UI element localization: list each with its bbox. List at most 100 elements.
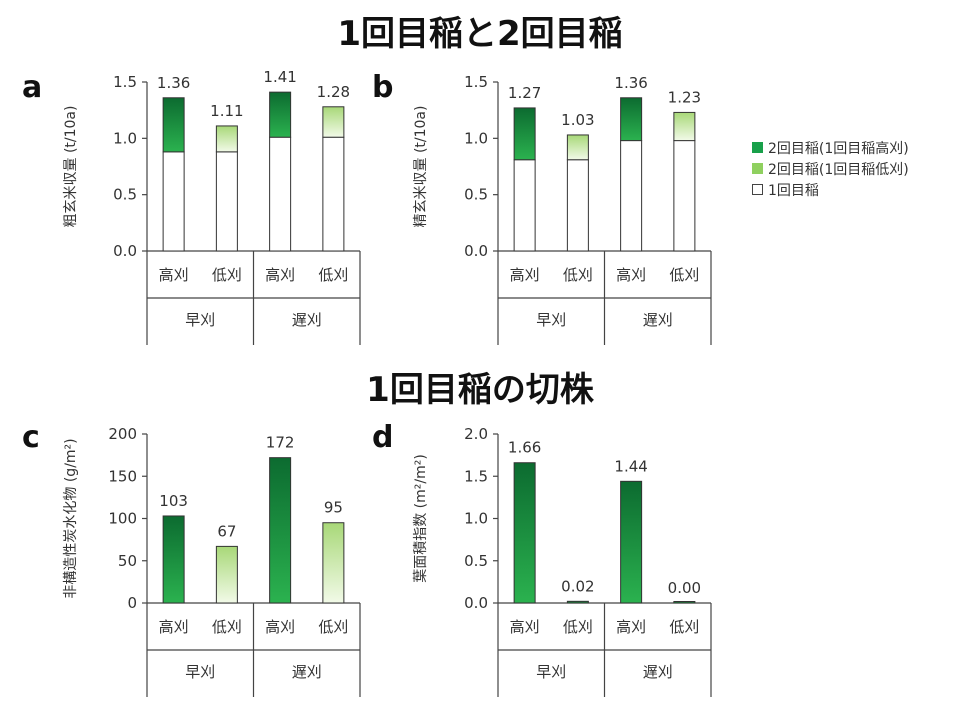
bar-first-crop [513, 159, 536, 252]
y-axis-label: 粗玄米収量 (t/10a) [62, 106, 79, 228]
bar [162, 515, 185, 604]
bar-first-crop [322, 136, 345, 252]
bar-ratoon-crop [322, 106, 345, 138]
category-label: 高刈 [616, 266, 646, 284]
legend-swatch [752, 184, 763, 195]
y-tick-label: 150 [108, 467, 137, 485]
y-tick-label: 200 [108, 425, 137, 443]
bar-first-crop [215, 151, 238, 252]
y-tick-label: 2.0 [464, 425, 488, 443]
y-tick-label: 1.5 [113, 73, 137, 91]
category-label: 高刈 [510, 266, 540, 284]
bar [513, 462, 536, 604]
data-label: 103 [159, 492, 188, 510]
legend-item-ratoon-high: 2回目稲(1回目稲高刈) [752, 137, 909, 158]
legend-swatch [752, 142, 763, 153]
category-label: 低刈 [318, 266, 348, 284]
legend-label: 1回目稲 [768, 182, 819, 199]
y-tick-label: 1.5 [464, 73, 488, 91]
category-label: 低刈 [563, 618, 593, 636]
bar [322, 522, 345, 604]
y-axis-label: 非構造性炭水化物 (g/m²) [63, 438, 79, 598]
data-label: 1.28 [317, 83, 350, 101]
section-title-stubble: 1回目稲の切株 [366, 370, 594, 410]
bar [673, 601, 696, 604]
legend-label: 2回目稲(1回目稲高刈) [768, 140, 909, 157]
y-tick-label: 1.5 [464, 467, 488, 485]
bar-ratoon-crop [620, 97, 643, 142]
group-label: 遅刈 [643, 311, 673, 329]
data-label: 172 [266, 434, 295, 452]
y-tick-label: 50 [118, 552, 137, 570]
bar-first-crop [162, 151, 185, 252]
data-label: 1.36 [614, 74, 647, 92]
y-axis-label: 葉面積指数 (m²/m²) [413, 454, 429, 583]
y-tick-label: 0.0 [464, 242, 488, 260]
bar-ratoon-crop [269, 91, 292, 138]
panel-letter-c: c [22, 420, 40, 455]
y-tick-label: 0 [127, 594, 137, 612]
y-tick-label: 0.5 [113, 186, 137, 204]
data-label: 1.11 [210, 102, 243, 120]
bar-first-crop [673, 140, 696, 252]
category-label: 高刈 [616, 618, 646, 636]
data-label: 1.23 [668, 88, 701, 106]
legend-label: 2回目稲(1回目稲低刈) [768, 161, 909, 178]
data-label: 67 [217, 522, 236, 540]
y-axis-label: 精玄米収量 (t/10a) [412, 106, 429, 228]
data-label: 95 [324, 499, 343, 517]
group-label: 早刈 [185, 663, 215, 681]
category-label: 高刈 [510, 618, 540, 636]
legend-swatch [752, 163, 763, 174]
bar-first-crop [620, 140, 643, 252]
category-label: 低刈 [669, 266, 699, 284]
panel-letter-b: b [372, 70, 394, 105]
y-tick-label: 1.0 [113, 129, 137, 147]
section-title-yield: 1回目稲と2回目稲 [337, 14, 623, 54]
category-label: 低刈 [318, 618, 348, 636]
data-label: 1.27 [508, 84, 541, 102]
data-label: 1.66 [508, 439, 541, 457]
group-label: 早刈 [185, 311, 215, 329]
y-tick-label: 100 [108, 510, 137, 528]
category-label: 高刈 [159, 618, 189, 636]
legend-item-ratoon-low: 2回目稲(1回目稲低刈) [752, 158, 909, 179]
y-tick-label: 0.0 [113, 242, 137, 260]
bar-first-crop [566, 159, 589, 252]
panel-letter-d: d [372, 420, 394, 455]
bar-ratoon-crop [673, 111, 696, 142]
y-tick-label: 0.5 [464, 552, 488, 570]
y-tick-label: 0.5 [464, 186, 488, 204]
bar [269, 457, 292, 604]
data-label: 1.36 [157, 74, 190, 92]
category-label: 低刈 [669, 618, 699, 636]
group-label: 遅刈 [643, 663, 673, 681]
category-label: 高刈 [265, 266, 295, 284]
data-label: 1.41 [263, 68, 296, 86]
group-label: 早刈 [536, 663, 566, 681]
bar-first-crop [269, 136, 292, 252]
data-label: 0.00 [668, 579, 701, 597]
bar [566, 600, 589, 604]
category-label: 高刈 [159, 266, 189, 284]
category-label: 高刈 [265, 618, 295, 636]
bar-ratoon-crop [566, 134, 589, 161]
y-tick-label: 1.0 [464, 510, 488, 528]
data-label: 1.03 [561, 111, 594, 129]
bar [215, 545, 238, 604]
bar-ratoon-crop [215, 125, 238, 153]
y-tick-label: 0.0 [464, 594, 488, 612]
bar [620, 480, 643, 604]
legend-item-first-crop: 1回目稲 [752, 179, 909, 200]
bar-ratoon-crop [162, 97, 185, 153]
group-label: 遅刈 [292, 311, 322, 329]
category-label: 低刈 [212, 618, 242, 636]
bar-ratoon-crop [513, 107, 536, 161]
category-label: 低刈 [563, 266, 593, 284]
legend: 2回目稲(1回目稲高刈) 2回目稲(1回目稲低刈) 1回目稲 [752, 137, 909, 200]
y-tick-label: 1.0 [464, 129, 488, 147]
